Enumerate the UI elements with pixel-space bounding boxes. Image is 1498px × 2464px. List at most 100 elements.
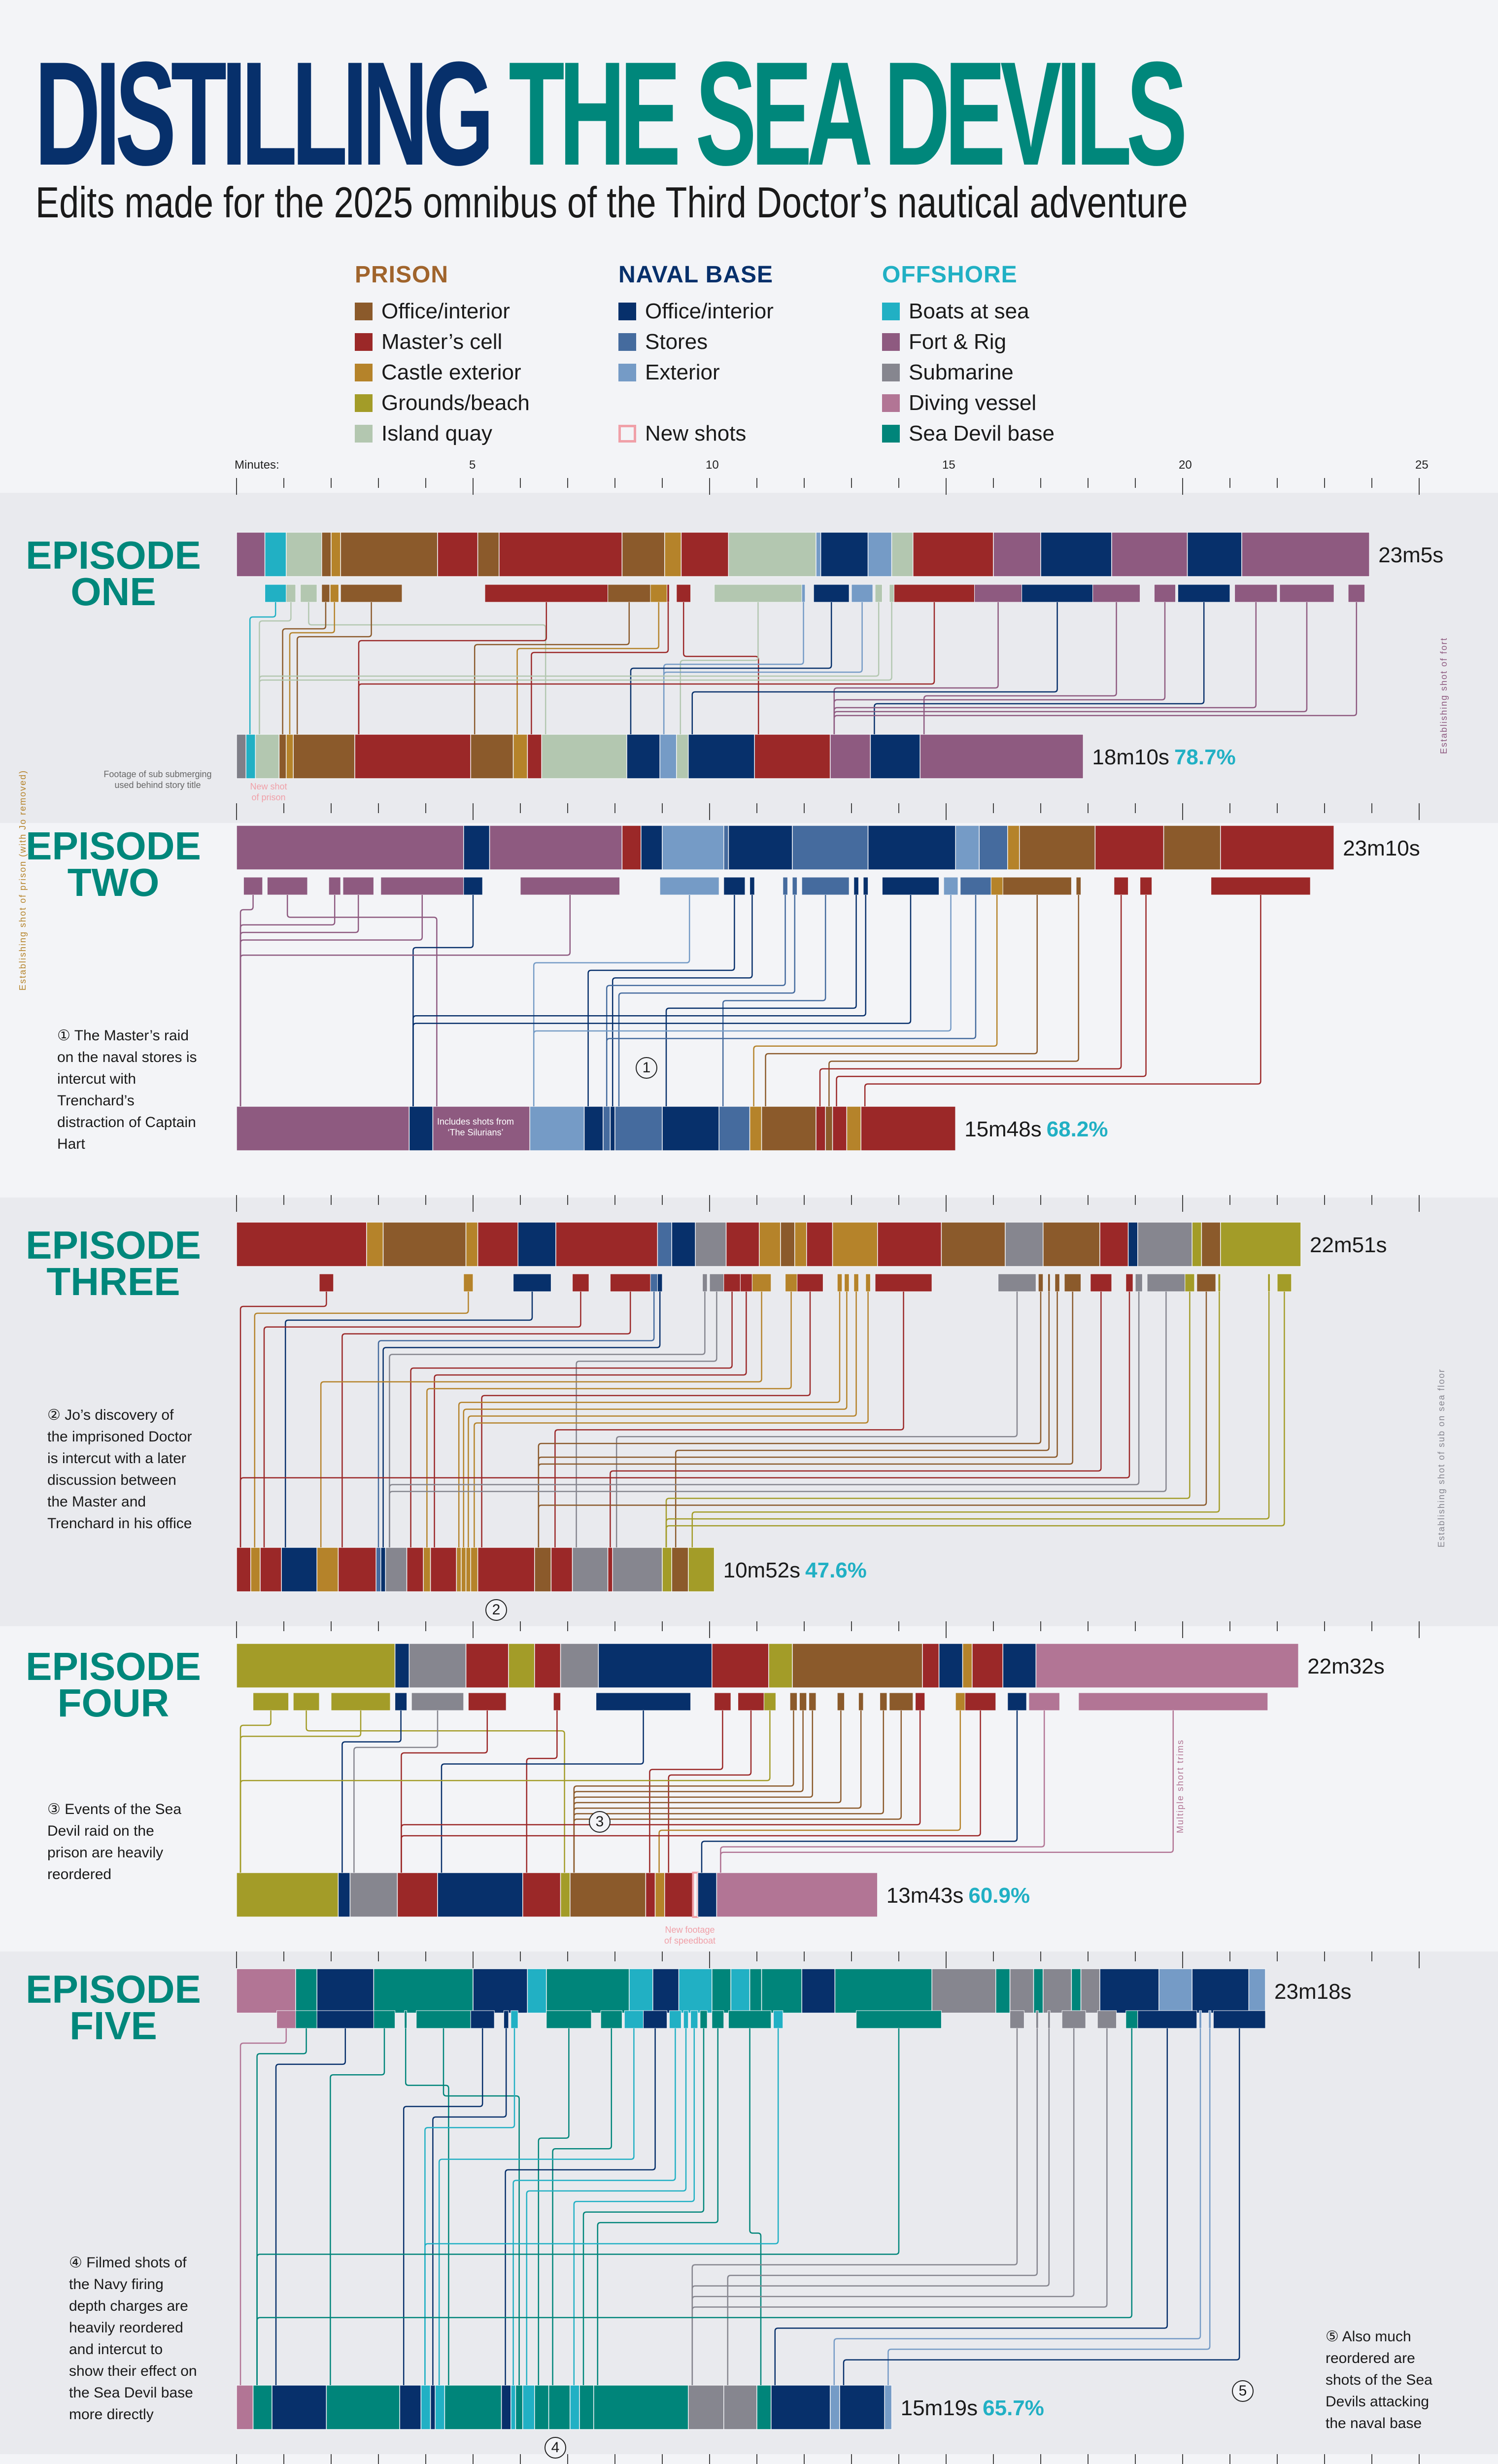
original-segment xyxy=(1220,825,1334,870)
episode-label-line: EPISODE xyxy=(26,1223,201,1267)
kept-segment xyxy=(1114,877,1129,895)
tick-label: 5 xyxy=(469,458,476,472)
original-segment xyxy=(681,532,729,577)
legend-label: Island quay xyxy=(381,421,493,445)
connector-line xyxy=(382,1292,661,1547)
omnibus-segment xyxy=(380,1547,386,1592)
kept-segment xyxy=(863,877,869,895)
kept-segment xyxy=(468,1692,507,1711)
connector-line xyxy=(239,895,571,1106)
kept-segment xyxy=(998,1273,1036,1292)
omnibus-segment xyxy=(761,1106,817,1151)
kept-segment xyxy=(1078,1692,1268,1711)
connector-line xyxy=(691,1292,1220,1547)
legend-label: Diving vessel xyxy=(909,391,1037,415)
episode-label-line: EPISODE xyxy=(26,1967,201,2011)
vlabel-fort: Establishing shot of fort xyxy=(1439,637,1449,754)
omnibus-segment xyxy=(465,1547,471,1592)
original-duration: 22m51s xyxy=(1310,1233,1387,1257)
original-segment xyxy=(477,532,500,577)
kept-segment xyxy=(1140,877,1153,895)
original-segment xyxy=(373,1968,474,2014)
omnibus-segment xyxy=(512,734,528,779)
connector-line xyxy=(833,2028,1201,2385)
kept-segment xyxy=(1061,2010,1086,2029)
connector-line xyxy=(306,1711,565,1873)
new-shot-segment xyxy=(692,1872,699,1918)
kept-bar xyxy=(276,2010,1266,2029)
connector-line xyxy=(412,895,912,1106)
retained-percent: 78.7% xyxy=(1174,745,1236,769)
legend-swatch xyxy=(355,394,373,412)
omnibus-segment xyxy=(662,1106,719,1151)
original-segment xyxy=(463,825,490,870)
original-segment xyxy=(473,1968,528,2014)
kept-segment xyxy=(964,1692,996,1711)
connector-line xyxy=(765,895,1038,1106)
kept-segment xyxy=(610,1273,651,1292)
kept-segment xyxy=(316,2010,374,2029)
kept-segment xyxy=(286,584,296,603)
kept-segment xyxy=(1348,584,1365,603)
original-segment xyxy=(1099,1222,1129,1267)
connector-line xyxy=(749,2028,762,2385)
original-segment xyxy=(1192,1222,1202,1267)
kept-segment xyxy=(723,1273,741,1292)
connector-line xyxy=(828,895,1080,1106)
kept-segment xyxy=(1279,584,1334,603)
omnibus-segment xyxy=(723,2385,757,2430)
kept-segment xyxy=(503,2010,509,2029)
kept-segment xyxy=(463,877,483,895)
omnibus-segment xyxy=(236,1106,410,1151)
connector-line xyxy=(538,2028,570,2385)
original-segment xyxy=(527,1968,547,2014)
connector-line xyxy=(665,895,857,1106)
omnibus-bar xyxy=(236,734,1084,779)
kept-segment xyxy=(596,1692,691,1711)
original-segment xyxy=(1007,825,1020,870)
omnibus-segment xyxy=(550,1547,573,1592)
kept-segment xyxy=(1135,1273,1143,1292)
kept-segment xyxy=(650,1273,658,1292)
omnibus-duration: 13m43s 60.9% xyxy=(886,1883,1030,1908)
axis-ticks xyxy=(236,1951,1420,1968)
omnibus-segment xyxy=(583,1106,604,1151)
kept-segment xyxy=(763,1692,776,1711)
note-3: ③ Events of the Sea Devil raid on the pr… xyxy=(47,1801,182,1882)
omnibus-segment xyxy=(612,1547,663,1592)
omnibus-segment xyxy=(654,1872,665,1917)
original-segment xyxy=(437,532,478,577)
axis-ticks xyxy=(236,803,1420,820)
tick-label: 20 xyxy=(1179,458,1192,472)
episode-label-line: EPISODE xyxy=(26,1644,201,1688)
kept-bar xyxy=(253,1692,1268,1711)
connector-line xyxy=(573,1711,862,1873)
legend-item: Stores xyxy=(618,327,774,357)
legend-item: Office/interior xyxy=(355,296,530,327)
original-segment xyxy=(1192,1968,1250,2014)
original-segment xyxy=(794,1222,807,1267)
kept-segment xyxy=(1137,2010,1197,2029)
omnibus-segment xyxy=(529,1106,585,1151)
omnibus-segment xyxy=(830,734,871,779)
omnibus-segment xyxy=(884,2385,892,2430)
connector-line xyxy=(587,895,735,1106)
original-segment xyxy=(465,1222,478,1267)
legend-swatch xyxy=(882,333,900,351)
original-segment xyxy=(652,1968,680,2014)
connector-line xyxy=(239,2028,287,2385)
kept-segment xyxy=(1185,1273,1195,1292)
connector-line xyxy=(680,602,759,734)
kept-segment xyxy=(851,584,873,603)
axis-ticks xyxy=(236,478,1420,495)
original-segment xyxy=(641,825,663,870)
kept-segment xyxy=(340,584,403,603)
kept-segment xyxy=(837,1273,843,1292)
kept-segment xyxy=(990,877,1003,895)
omnibus-segment xyxy=(278,734,287,779)
note-sub-title: Footage of sub submerging used behind st… xyxy=(103,769,212,790)
tick-label: 15 xyxy=(942,458,955,472)
connector-line xyxy=(405,2028,449,2385)
original-segment xyxy=(806,1222,833,1267)
kept-segment xyxy=(702,1273,708,1292)
